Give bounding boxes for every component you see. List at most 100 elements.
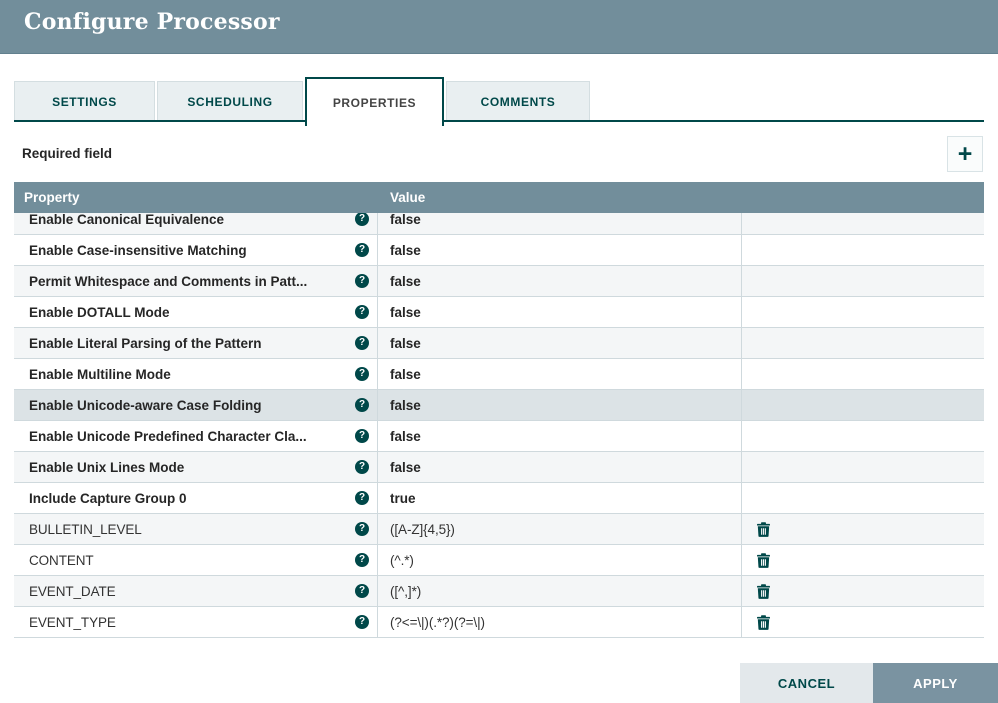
value-cell[interactable]: (^.*) xyxy=(378,545,742,575)
property-value: false xyxy=(390,242,421,258)
property-value: true xyxy=(390,490,416,506)
table-row: Enable Literal Parsing of the Pattern? fa… xyxy=(14,328,984,359)
property-value: false xyxy=(390,211,421,227)
property-cell: CONTENT? xyxy=(14,545,378,575)
help-icon[interactable]: ? xyxy=(355,615,369,629)
dialog-title: Configure Processor xyxy=(24,9,280,35)
tab-scheduling[interactable]: SCHEDULING xyxy=(157,81,303,122)
trash-icon xyxy=(757,614,770,630)
table-row: EVENT_DATE? ([^,]*) xyxy=(14,576,984,607)
help-icon[interactable]: ? xyxy=(355,243,369,257)
delete-property-button[interactable] xyxy=(757,583,770,599)
property-name: Enable Unix Lines Mode xyxy=(29,459,185,475)
tab-label: SCHEDULING xyxy=(187,94,273,109)
value-cell[interactable]: ([^,]*) xyxy=(378,576,742,606)
cancel-button[interactable]: CANCEL xyxy=(740,663,873,703)
tab-label: SETTINGS xyxy=(52,94,117,109)
value-cell[interactable]: false xyxy=(378,390,742,420)
column-header-value: Value xyxy=(390,190,426,205)
property-value: ([A-Z]{4,5}) xyxy=(390,521,455,537)
table-row: Enable Case-insensitive Matching? false xyxy=(14,235,984,266)
actions-cell xyxy=(742,421,984,451)
add-property-button[interactable]: + xyxy=(947,136,983,172)
property-name: Enable Literal Parsing of the Pattern xyxy=(29,335,262,351)
value-cell[interactable]: false xyxy=(378,328,742,358)
property-name: Enable Unicode-aware Case Folding xyxy=(29,397,262,413)
help-icon[interactable]: ? xyxy=(355,274,369,288)
table-rows: Enable Canonical Equivalence? false Enable… xyxy=(14,204,984,638)
value-cell[interactable]: false xyxy=(378,359,742,389)
help-icon[interactable]: ? xyxy=(355,305,369,319)
value-cell[interactable]: false xyxy=(378,204,742,234)
delete-property-button[interactable] xyxy=(757,552,770,568)
help-icon[interactable]: ? xyxy=(355,553,369,567)
property-value: false xyxy=(390,335,421,351)
tab-comments[interactable]: COMMENTS xyxy=(446,81,590,122)
apply-button-label: APPLY xyxy=(913,675,958,691)
property-name: BULLETIN_LEVEL xyxy=(29,521,142,537)
property-cell: Enable Unicode Predefined Character Cla.… xyxy=(14,421,378,451)
property-cell: Enable Unicode-aware Case Folding? xyxy=(14,390,378,420)
property-cell: Enable DOTALL Mode? xyxy=(14,297,378,327)
property-name: Enable DOTALL Mode xyxy=(29,304,170,320)
property-value: false xyxy=(390,273,421,289)
delete-property-button[interactable] xyxy=(757,614,770,630)
property-cell: Enable Unix Lines Mode? xyxy=(14,452,378,482)
help-icon[interactable]: ? xyxy=(355,212,369,226)
property-cell: Enable Canonical Equivalence? xyxy=(14,204,378,234)
actions-cell xyxy=(742,390,984,420)
table-row: BULLETIN_LEVEL? ([A-Z]{4,5}) xyxy=(14,514,984,545)
value-cell[interactable]: false xyxy=(378,452,742,482)
help-icon[interactable]: ? xyxy=(355,398,369,412)
help-icon[interactable]: ? xyxy=(355,429,369,443)
property-value: false xyxy=(390,428,421,444)
property-cell: BULLETIN_LEVEL? xyxy=(14,514,378,544)
value-cell[interactable]: false xyxy=(378,235,742,265)
table-row: Enable Unix Lines Mode? false xyxy=(14,452,984,483)
column-header-property: Property xyxy=(24,190,80,205)
value-cell[interactable]: (?<=\|)(.*?)(?=\|) xyxy=(378,607,742,637)
tab-properties[interactable]: PROPERTIES xyxy=(305,77,444,126)
property-cell: EVENT_TYPE? xyxy=(14,607,378,637)
property-cell: Enable Literal Parsing of the Pattern? xyxy=(14,328,378,358)
help-icon[interactable]: ? xyxy=(355,522,369,536)
help-icon[interactable]: ? xyxy=(355,584,369,598)
actions-cell xyxy=(742,576,984,606)
help-icon[interactable]: ? xyxy=(355,460,369,474)
property-name: EVENT_TYPE xyxy=(29,614,116,630)
property-cell: Permit Whitespace and Comments in Patt..… xyxy=(14,266,378,296)
actions-cell xyxy=(742,483,984,513)
help-icon[interactable]: ? xyxy=(355,491,369,505)
apply-button[interactable]: APPLY xyxy=(873,663,998,703)
actions-cell xyxy=(742,452,984,482)
value-cell[interactable]: false xyxy=(378,266,742,296)
table-row: Enable Unicode-aware Case Folding? false xyxy=(14,390,984,421)
tab-settings[interactable]: SETTINGS xyxy=(14,81,155,122)
property-value: (^.*) xyxy=(390,552,414,568)
dialog-titlebar: Configure Processor xyxy=(0,0,998,54)
property-name: Permit Whitespace and Comments in Patt..… xyxy=(29,273,308,289)
help-icon[interactable]: ? xyxy=(355,336,369,350)
value-cell[interactable]: ([A-Z]{4,5}) xyxy=(378,514,742,544)
cancel-button-label: CANCEL xyxy=(777,675,836,691)
delete-property-button[interactable] xyxy=(757,521,770,537)
value-cell[interactable]: false xyxy=(378,421,742,451)
property-cell: Enable Case-insensitive Matching? xyxy=(14,235,378,265)
help-icon[interactable]: ? xyxy=(355,367,369,381)
actions-cell xyxy=(742,328,984,358)
table-row: CONTENT? (^.*) xyxy=(14,545,984,576)
plus-icon: + xyxy=(957,140,973,168)
tab-label: PROPERTIES xyxy=(332,95,417,110)
actions-cell xyxy=(742,514,984,544)
property-value: false xyxy=(390,366,421,382)
property-cell: Enable Multiline Mode? xyxy=(14,359,378,389)
trash-icon xyxy=(757,521,770,537)
value-cell[interactable]: true xyxy=(378,483,742,513)
property-name: Enable Canonical Equivalence xyxy=(29,211,225,227)
property-cell: EVENT_DATE? xyxy=(14,576,378,606)
property-name: CONTENT xyxy=(29,552,94,568)
tab-label: COMMENTS xyxy=(480,94,556,109)
value-cell[interactable]: false xyxy=(378,297,742,327)
property-name: Enable Multiline Mode xyxy=(29,366,171,382)
property-value: false xyxy=(390,459,421,475)
